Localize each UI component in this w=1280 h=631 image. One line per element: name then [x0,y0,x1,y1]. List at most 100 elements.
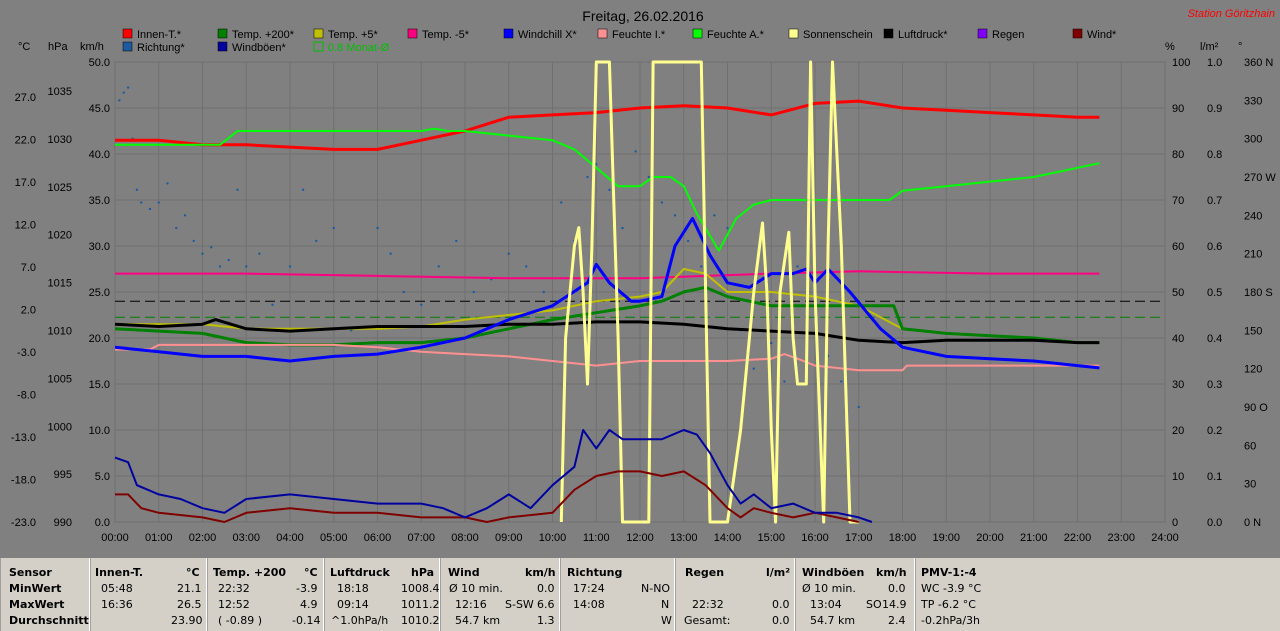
x-tick-label: 21:00 [1020,532,1048,544]
stats-regen-r2-time: 22:32 [692,598,724,611]
legend-swatch [313,41,324,52]
station-name: Station Göritzhain [1188,8,1275,20]
x-tick-label: 10:00 [539,532,567,544]
stats-avg-label: Durchschnitt [9,614,89,627]
direction-point [608,188,611,191]
humidity-tick-label: 80 [1172,149,1184,161]
axes: 00:00 01:00 02:00 03:00 04:00 05:00 06:00 07:00… [11,57,1276,544]
direction-point [420,303,423,306]
direction-tick-label: 60 [1244,440,1256,452]
pressure-tick-label: 1000 [48,421,72,433]
stats-temp200-avg-val: -0.14 [292,614,321,627]
stats-wind-r2-dir: S-SW [505,598,534,611]
rain-tick-label: 0.7 [1207,195,1222,207]
direction-point [752,367,755,370]
stats-col-richtung: Richtung 17:24 N-NO 14:08 N W [560,558,675,631]
legend-swatch [407,28,418,39]
pressure-tick-label: 1010 [48,326,72,338]
pressure-tick-label: 1035 [48,86,72,98]
direction-tick-label: 270 W [1244,172,1276,184]
stats-pmv-r3: -0.2hPa/3h [921,614,980,627]
rain-tick-label: 0.2 [1207,425,1222,437]
x-tick-label: 06:00 [364,532,392,544]
stats-richtung-r2-time: 14:08 [573,598,605,611]
pressure-tick-label: 1005 [48,373,72,385]
wind-tick-label: 45.0 [89,103,110,115]
wind-tick-label: 35.0 [89,195,110,207]
x-tick-label: 00:00 [101,532,129,544]
direction-point [713,214,716,217]
direction-point [634,150,637,153]
humidity-tick-label: 10 [1172,471,1184,483]
legend-swatch [597,28,608,39]
stats-innen-avg-val: 23.90 [171,614,203,627]
series-line [115,270,1100,280]
stats-richtung-r1-val: N-NO [641,582,671,595]
x-tick-label: 02:00 [189,532,217,544]
direction-point [686,239,690,243]
legend-label: Sonnenschein [803,29,873,41]
x-tick-label: 23:00 [1107,532,1135,544]
x-tick-label: 08:00 [451,532,479,544]
unit-label-hpa: hPa [48,41,68,53]
direction-point [166,182,169,185]
pressure-tick-label: 1020 [48,230,72,242]
stats-richtung-r3-val: W [661,614,672,627]
legend-swatch [217,28,228,39]
stats-innen-unit: °C [186,566,200,579]
legend-swatch [313,28,324,39]
x-tick-label: 16:00 [801,532,829,544]
x-tick-label: 14:00 [714,532,742,544]
temp-tick-label: 12.0 [15,220,36,232]
series-group [114,60,1165,524]
x-tick-label: 12:00 [626,532,654,544]
legend-swatch [503,28,514,39]
stats-richtung-r2-val: N [661,598,670,611]
stats-regen-head: Regen [685,566,725,579]
stats-luftdruck-max-val: 1011.2 [401,598,440,611]
stats-sensor-head: Sensor [9,566,52,579]
wind-tick-label: 0.0 [95,517,110,529]
stats-temp200-head: Temp. +200 [213,566,287,579]
direction-point [857,405,860,409]
stats-temp200-min-time: 22:32 [218,582,250,595]
rain-tick-label: 0.8 [1207,149,1222,161]
legend-label: Innen-T.* [137,29,182,41]
direction-point [525,265,528,268]
stats-panel: Sensor MinWert MaxWert Durchschnitt Inne… [0,558,1280,631]
stats-windboeen-unit: km/h [876,566,907,579]
legend-label: Wind* [1087,29,1117,41]
stats-wind-r2-time: 12:16 [455,598,487,611]
rain-tick-label: 0.1 [1207,471,1222,483]
stats-col-luftdruck: Luftdruck hPa 18:18 1008.4 09:14 1011.2 … [324,558,440,631]
direction-point [770,341,773,345]
direction-point [301,188,305,191]
stats-regen-unit: l/m² [766,566,791,579]
legend-swatch [788,28,799,39]
humidity-tick-label: 60 [1172,241,1184,253]
stats-col-sensor: Sensor MinWert MaxWert Durchschnitt [0,558,90,631]
stats-innen-head: Innen-T. [95,566,144,579]
direction-point [586,175,589,179]
x-tick-label: 11:00 [583,532,610,544]
legend-label: Feuchte A.* [707,29,765,41]
direction-point [783,380,786,383]
wind-tick-label: 20.0 [89,333,110,345]
temp-tick-label: 22.0 [15,135,36,147]
x-tick-label: 24:00 [1151,532,1179,544]
stats-col-pmv: PMV-1:-4 WC -3.9 °C TP -6.2 °C -0.2hPa/3… [915,558,1280,631]
direction-tick-label: 30 [1244,479,1256,491]
direction-point [332,226,335,230]
direction-point [192,239,195,243]
direction-tick-label: 180 S [1244,287,1273,299]
stats-innen-min-time: 05:48 [101,582,133,595]
x-tick-label: 19:00 [932,532,960,544]
stats-temp200-avg-time: ( -0.89 ) [218,614,263,627]
stats-max-label: MaxWert [9,598,65,611]
temp-tick-label: 7.0 [21,262,36,274]
direction-point [245,265,248,268]
weather-chart: Freitag, 26.02.2016 Station Göritzhain °… [10,8,1277,544]
temp-tick-label: 27.0 [15,92,36,104]
stats-windboeen-r3-label: 54.7 km [810,614,856,627]
legend-label: Temp. -5* [422,29,470,41]
